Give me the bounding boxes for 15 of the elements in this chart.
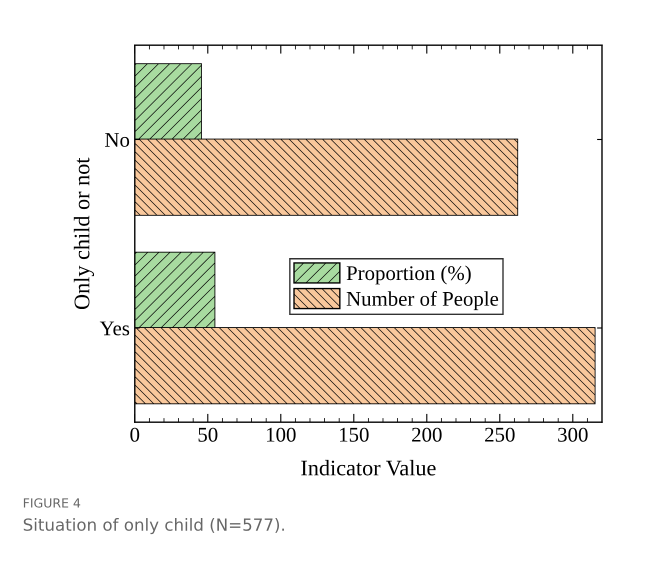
caption: FIGURE 4 <box>24 498 80 508</box>
y-tick-label: No <box>105 133 130 147</box>
x-tick-label: 250 <box>485 428 515 442</box>
x-tick-label: 150 <box>340 428 369 442</box>
x-axis-title: Indicator Value <box>301 460 436 476</box>
x-tick-label: 50 <box>198 428 218 442</box>
x-tick-label: 0 <box>130 428 140 442</box>
y-axis-title: Only child or not <box>74 158 94 310</box>
legend-label: Proportion (%) <box>346 266 471 284</box>
x-tick-label: 100 <box>266 428 296 442</box>
legend-label: Number of People <box>346 291 498 310</box>
x-tick-label: 300 <box>558 428 588 442</box>
text: Situation of only child (N=577). <box>24 518 284 534</box>
y-tick-label: Yes <box>100 322 130 336</box>
x-tick-label: 200 <box>412 428 442 442</box>
